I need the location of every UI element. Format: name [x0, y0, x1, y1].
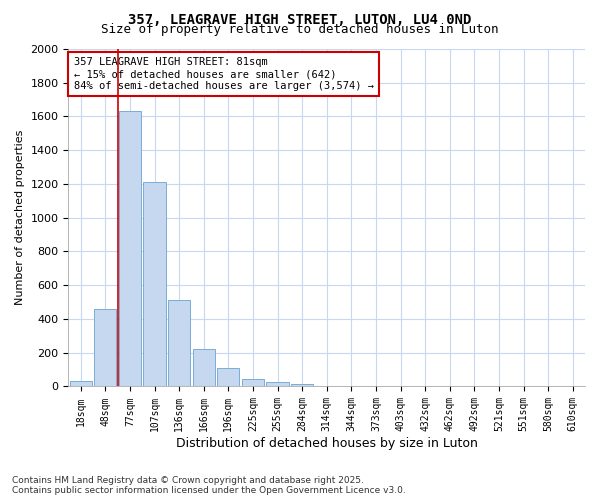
Text: 357, LEAGRAVE HIGH STREET, LUTON, LU4 0ND: 357, LEAGRAVE HIGH STREET, LUTON, LU4 0N…: [128, 12, 472, 26]
Bar: [168, 300, 190, 386]
Text: Size of property relative to detached houses in Luton: Size of property relative to detached ho…: [101, 22, 499, 36]
Bar: [217, 368, 239, 386]
Bar: [70, 380, 92, 386]
Bar: [242, 379, 264, 386]
Text: 357 LEAGRAVE HIGH STREET: 81sqm
← 15% of detached houses are smaller (642)
84% o: 357 LEAGRAVE HIGH STREET: 81sqm ← 15% of…: [74, 58, 374, 90]
Bar: [143, 182, 166, 386]
X-axis label: Distribution of detached houses by size in Luton: Distribution of detached houses by size …: [176, 437, 478, 450]
Bar: [94, 309, 116, 386]
Bar: [291, 384, 313, 386]
Text: Contains HM Land Registry data © Crown copyright and database right 2025.
Contai: Contains HM Land Registry data © Crown c…: [12, 476, 406, 495]
Bar: [193, 350, 215, 387]
Bar: [266, 382, 289, 386]
Bar: [119, 112, 141, 386]
Y-axis label: Number of detached properties: Number of detached properties: [15, 130, 25, 306]
